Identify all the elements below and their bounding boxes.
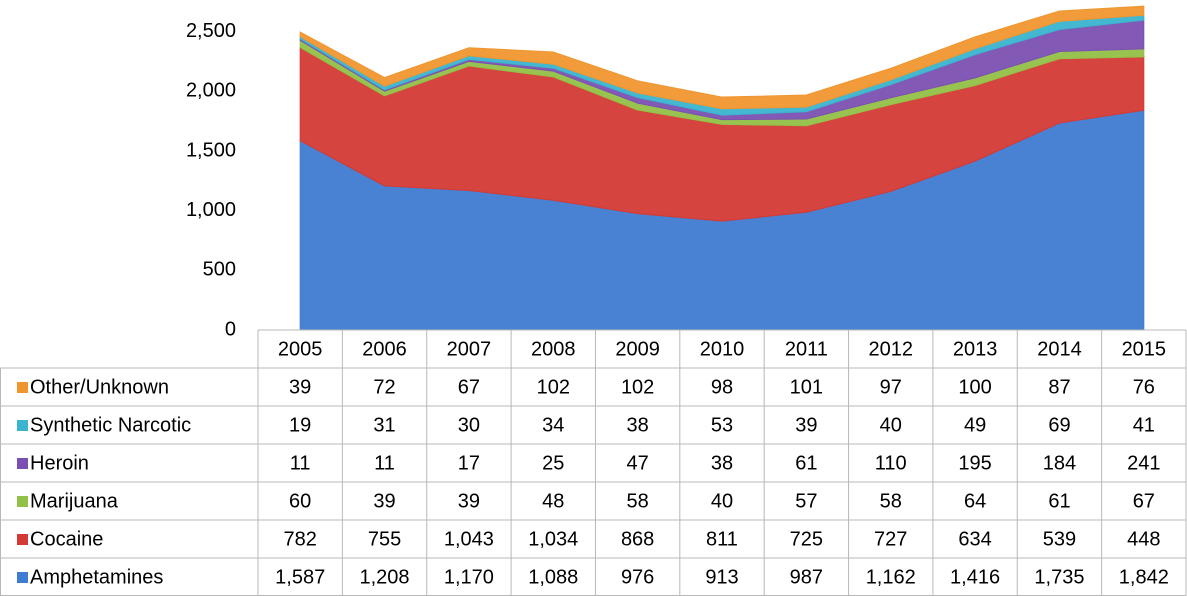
table-cell: 67 xyxy=(1133,490,1155,512)
table-cell: 39 xyxy=(458,490,480,512)
table-cell: 1,842 xyxy=(1119,566,1169,588)
table-cell: 39 xyxy=(373,490,395,512)
table-cell: 868 xyxy=(621,528,654,550)
table-cell: 727 xyxy=(874,528,907,550)
table-cell: 100 xyxy=(958,376,991,398)
x-tick-label: 2010 xyxy=(700,338,745,360)
legend-swatch xyxy=(17,496,28,507)
x-tick-label: 2013 xyxy=(953,338,998,360)
y-tick-label: 2,500 xyxy=(186,20,236,42)
table-cell: 61 xyxy=(795,452,817,474)
table-cell: 19 xyxy=(289,414,311,436)
table-cell: 41 xyxy=(1133,414,1155,436)
x-tick-label: 2009 xyxy=(615,338,660,360)
table-cell: 1,043 xyxy=(444,528,494,550)
table-cell: 40 xyxy=(880,414,902,436)
legend-label: Cocaine xyxy=(30,528,103,550)
x-tick-label: 2015 xyxy=(1122,338,1167,360)
table-cell: 1,735 xyxy=(1034,566,1084,588)
table-cell: 76 xyxy=(1133,376,1155,398)
y-tick-label: 1,500 xyxy=(186,139,236,161)
table-cell: 39 xyxy=(795,414,817,436)
legend-label: Amphetamines xyxy=(30,566,163,588)
table-cell: 97 xyxy=(880,376,902,398)
table-cell: 725 xyxy=(790,528,823,550)
table-cell: 110 xyxy=(875,452,907,474)
table-cell: 61 xyxy=(1048,490,1070,512)
table-cell: 1,208 xyxy=(360,566,410,588)
table-cell: 195 xyxy=(958,452,991,474)
x-tick-label: 2012 xyxy=(868,338,913,360)
table-cell: 1,162 xyxy=(866,566,916,588)
table-cell: 48 xyxy=(542,490,564,512)
table-cell: 11 xyxy=(374,452,395,474)
table-cell: 39 xyxy=(289,376,311,398)
table-cell: 184 xyxy=(1043,452,1076,474)
table-cell: 67 xyxy=(458,376,480,398)
table-cell: 47 xyxy=(627,452,649,474)
table-cell: 25 xyxy=(542,452,564,474)
table-cell: 98 xyxy=(711,376,733,398)
y-tick-label: 1,000 xyxy=(186,199,236,221)
table-cell: 448 xyxy=(1127,528,1160,550)
table-cell: 34 xyxy=(542,414,564,436)
table-cell: 634 xyxy=(958,528,991,550)
table-cell: 101 xyxy=(790,376,823,398)
y-tick-label: 2,000 xyxy=(186,80,236,102)
legend-label: Heroin xyxy=(30,452,89,474)
legend-label: Other/Unknown xyxy=(30,376,169,398)
table-cell: 755 xyxy=(368,528,401,550)
table-cell: 69 xyxy=(1048,414,1070,436)
table-cell: 57 xyxy=(795,490,817,512)
table-cell: 539 xyxy=(1043,528,1076,550)
x-tick-label: 2014 xyxy=(1037,338,1082,360)
table-cell: 72 xyxy=(373,376,395,398)
table-cell: 1,088 xyxy=(528,566,578,588)
table-cell: 987 xyxy=(790,566,823,588)
table-cell: 31 xyxy=(373,414,395,436)
table-cell: 241 xyxy=(1127,452,1160,474)
table-cell: 913 xyxy=(705,566,738,588)
table-cell: 30 xyxy=(458,414,480,436)
table-cell: 64 xyxy=(964,490,986,512)
x-tick-label: 2007 xyxy=(447,338,492,360)
table-cell: 11 xyxy=(290,452,311,474)
table-cell: 87 xyxy=(1048,376,1070,398)
y-tick-label: 500 xyxy=(203,259,236,281)
table-cell: 58 xyxy=(880,490,902,512)
x-tick-label: 2008 xyxy=(531,338,576,360)
x-tick-label: 2006 xyxy=(362,338,407,360)
legend-swatch xyxy=(17,534,28,545)
table-cell: 102 xyxy=(621,376,654,398)
table-cell: 53 xyxy=(711,414,733,436)
table-cell: 38 xyxy=(711,452,733,474)
table-cell: 1,170 xyxy=(444,566,494,588)
table-cell: 1,416 xyxy=(950,566,1000,588)
table-cell: 102 xyxy=(537,376,570,398)
area xyxy=(299,5,1145,110)
legend-label: Marijuana xyxy=(30,490,119,512)
table-cell: 17 xyxy=(458,452,480,474)
table-cell: 60 xyxy=(289,490,311,512)
legend-swatch xyxy=(17,458,28,469)
table-cell: 58 xyxy=(627,490,649,512)
table-cell: 1,587 xyxy=(275,566,325,588)
table-cell: 40 xyxy=(711,490,733,512)
y-tick-label: 0 xyxy=(225,318,236,340)
x-tick-label: 2005 xyxy=(278,338,323,360)
table-cell: 49 xyxy=(964,414,986,436)
table-cell: 782 xyxy=(283,528,316,550)
table-cell: 1,034 xyxy=(528,528,578,550)
legend-swatch xyxy=(17,420,28,431)
table-cell: 976 xyxy=(621,566,654,588)
legend-swatch xyxy=(17,572,28,583)
legend-label: Synthetic Narcotic xyxy=(30,414,191,436)
table-cell: 811 xyxy=(706,528,738,550)
legend-swatch xyxy=(17,382,28,393)
x-tick-label: 2011 xyxy=(785,338,828,360)
table-cell: 38 xyxy=(627,414,649,436)
